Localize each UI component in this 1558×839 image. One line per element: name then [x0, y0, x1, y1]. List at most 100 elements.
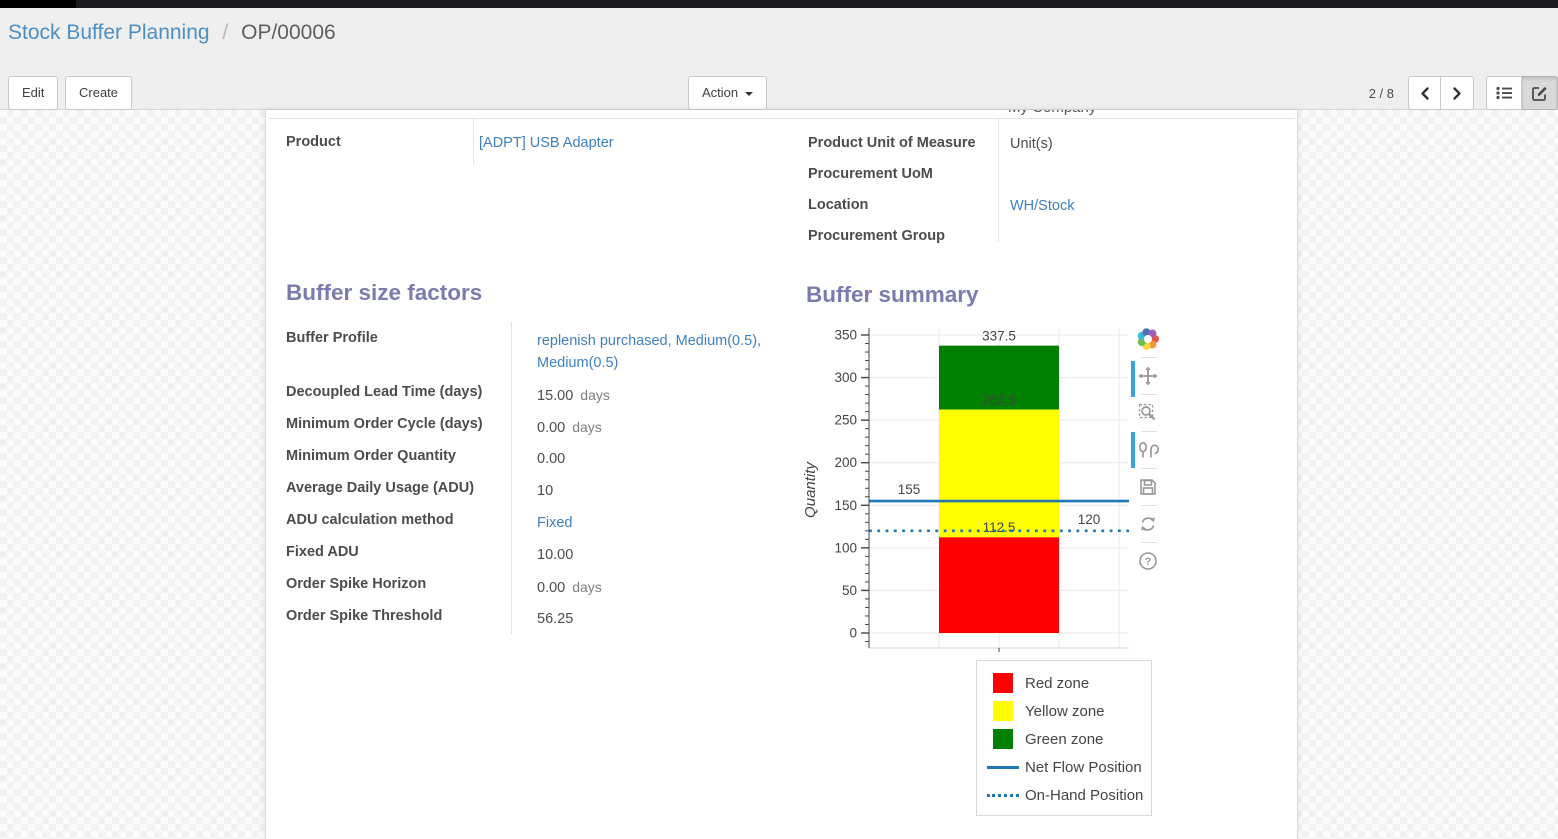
edit-button[interactable]: Edit: [8, 76, 59, 110]
legend-item[interactable]: Yellow zone: [987, 697, 1151, 725]
plotly-logo-button[interactable]: [1135, 328, 1161, 350]
modebar-separator: [1141, 468, 1157, 469]
hover-active-indicator: [1131, 432, 1135, 468]
pager: 2 / 8: [1369, 76, 1558, 110]
svg-text:50: 50: [842, 583, 857, 598]
buffer-profile-label: Buffer Profile: [286, 330, 378, 346]
plotly-logo-icon: [1137, 328, 1159, 350]
help-button[interactable]: ?: [1135, 550, 1161, 572]
location-link[interactable]: WH/Stock: [1010, 198, 1075, 214]
field-row-min-order-qty: Minimum Order Quantity 0.00: [286, 440, 791, 472]
min-order-cycle-label: Minimum Order Cycle (days): [286, 416, 483, 432]
location-label: Location: [808, 197, 869, 213]
list-view-button[interactable]: [1486, 76, 1522, 110]
compare-hover-button[interactable]: [1135, 439, 1161, 461]
legend-item[interactable]: Green zone: [987, 725, 1151, 753]
pager-next-button[interactable]: [1441, 76, 1474, 110]
svg-text:100: 100: [834, 540, 857, 555]
control-panel: Stock Buffer Planning / OP/00006 Edit Cr…: [0, 8, 1558, 110]
compare-hover-icon: [1138, 441, 1159, 458]
reset-axes-button[interactable]: [1135, 513, 1161, 535]
field-row-buffer-profile: Buffer Profile replenish purchased, Medi…: [286, 322, 791, 376]
svg-text:250: 250: [834, 413, 857, 428]
button-bar: Edit Create Action 2 / 8: [0, 68, 1558, 110]
field-row-spike-threshold: Order Spike Threshold 56.25: [286, 600, 791, 632]
save-icon: [1140, 479, 1156, 495]
buffer-profile-link[interactable]: replenish purchased, Medium(0.5), Medium…: [537, 333, 762, 371]
dlt-label: Decoupled Lead Time (days): [286, 384, 483, 400]
group-separator: [473, 118, 474, 164]
download-plot-button[interactable]: [1135, 476, 1161, 498]
box-zoom-button[interactable]: [1135, 402, 1161, 424]
legend-label: Net Flow Position: [1025, 758, 1142, 776]
pager-previous-button[interactable]: [1408, 76, 1441, 110]
view-switcher: [1486, 76, 1558, 110]
modebar-separator: [1141, 505, 1157, 506]
spike-horizon-value: 0.00 days: [537, 579, 602, 596]
days-suffix: days: [572, 419, 602, 435]
legend-swatch: [987, 673, 1025, 693]
form-view-button[interactable]: [1522, 76, 1558, 110]
field-row-spike-horizon: Order Spike Horizon 0.00 days: [286, 568, 791, 600]
legend-item[interactable]: Net Flow Position: [987, 753, 1151, 781]
modebar-separator: [1141, 394, 1157, 395]
field-row-min-order-cycle: Minimum Order Cycle (days) 0.00 days: [286, 408, 791, 440]
min-order-qty-value: 0.00: [537, 451, 566, 467]
buffer-summary-heading: Buffer summary: [806, 282, 979, 307]
legend-label: Green zone: [1025, 730, 1104, 748]
svg-text:112.5: 112.5: [983, 520, 1016, 535]
spike-threshold-label: Order Spike Threshold: [286, 608, 443, 624]
chevron-left-icon: [1420, 86, 1429, 100]
form-background: My Company Product [ADPT] USB Adapter Pr…: [0, 110, 1558, 839]
buffer-summary-chart: 112.5 262.5 337.5 155 120 0 50 100 150 200 250 300 3…: [801, 322, 1161, 653]
product-link[interactable]: [ADPT] USB Adapter: [479, 135, 614, 151]
field-row-procurement-group: Procurement Group: [806, 223, 1294, 254]
min-order-qty-label: Minimum Order Quantity: [286, 448, 456, 464]
adu-method-label: ADU calculation method: [286, 512, 454, 528]
legend-swatch: [987, 701, 1025, 721]
info-group: Product Unit of Measure Unit(s) Procurem…: [806, 130, 1294, 254]
product-label: Product: [286, 134, 341, 150]
create-button[interactable]: Create: [65, 76, 133, 110]
legend-label: Yellow zone: [1025, 702, 1105, 720]
adu-label: Average Daily Usage (ADU): [286, 480, 475, 496]
breadcrumb-separator: /: [222, 21, 229, 44]
spike-threshold-value: 56.25: [537, 611, 574, 627]
svg-text:?: ?: [1145, 556, 1152, 568]
days-suffix: days: [580, 387, 610, 403]
svg-text:200: 200: [834, 455, 857, 470]
clipped-top-row: My Company: [1008, 110, 1096, 117]
procurement-uom-label: Procurement UoM: [808, 166, 933, 182]
days-suffix: days: [572, 579, 602, 595]
help-icon: ?: [1139, 552, 1157, 570]
min-order-cycle-value: 0.00 days: [537, 419, 602, 436]
spike-horizon-label: Order Spike Horizon: [286, 576, 427, 592]
legend-swatch: [987, 765, 1025, 769]
group-top-border: [268, 118, 1295, 119]
procurement-group-label: Procurement Group: [808, 228, 945, 244]
field-row-location: Location WH/Stock: [806, 192, 1294, 223]
pan-button[interactable]: [1135, 365, 1161, 387]
field-row-adu: Average Daily Usage (ADU) 10: [286, 472, 791, 504]
product-uom-value: Unit(s): [1010, 136, 1053, 152]
adu-method-link[interactable]: Fixed: [537, 515, 573, 531]
chevron-right-icon: [1453, 86, 1461, 100]
pager-value: 2 / 8: [1368, 85, 1394, 101]
chart-legend: Red zone Yellow zone Green zone Net Flow Po…: [976, 660, 1152, 816]
group-separator: [998, 118, 999, 242]
line-solid-swatch: [987, 765, 1019, 769]
svg-text:300: 300: [834, 370, 857, 385]
product-uom-label: Product Unit of Measure: [808, 135, 976, 151]
buffer-size-factors-heading: Buffer size factors: [286, 280, 483, 305]
legend-item[interactable]: On-Hand Position: [987, 781, 1151, 809]
action-dropdown-button[interactable]: Action: [688, 76, 768, 110]
form-edit-icon: [1531, 86, 1547, 101]
svg-text:0: 0: [849, 626, 857, 641]
breadcrumb-parent-link[interactable]: Stock Buffer Planning: [8, 21, 210, 44]
legend-item[interactable]: Red zone: [987, 669, 1151, 697]
pager-buttons: [1408, 76, 1474, 110]
field-row-fixed-adu: Fixed ADU 10.00: [286, 536, 791, 568]
svg-text:350: 350: [834, 328, 857, 343]
square-swatch: [993, 729, 1013, 749]
legend-swatch: [987, 729, 1025, 749]
